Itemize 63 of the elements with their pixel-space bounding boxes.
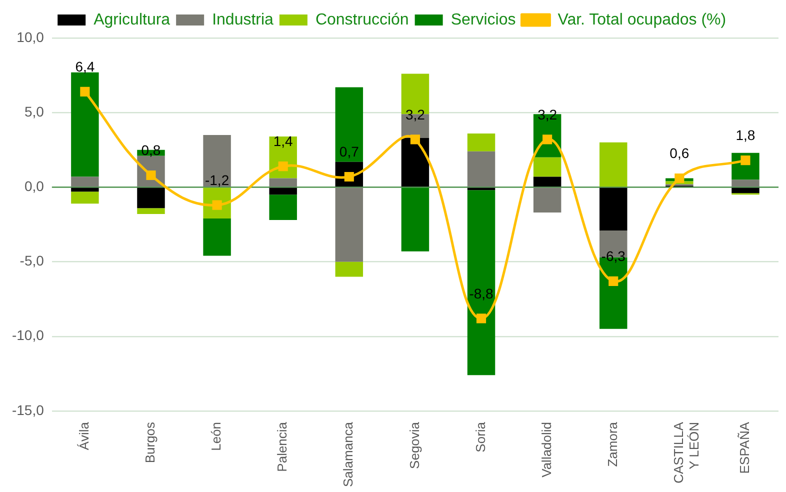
y-tick-label: -15,0 (12, 402, 44, 418)
data-label: 6,4 (75, 58, 95, 75)
data-label: 0,6 (670, 145, 690, 162)
point (278, 162, 288, 172)
bar (533, 188, 562, 213)
x-tick-label: Ávila (76, 421, 92, 450)
bar (269, 188, 297, 195)
data-label: 0,7 (339, 144, 360, 160)
data-label: -1,2 (204, 172, 230, 188)
bar (203, 134, 231, 187)
bar (71, 176, 99, 187)
bar (71, 192, 99, 204)
bar (71, 72, 99, 177)
legend-label: Construcción (315, 11, 409, 28)
bar (732, 188, 760, 194)
x-tick-label: Palencia (274, 421, 290, 472)
y-tick-label: -10,0 (12, 327, 44, 344)
bar (335, 87, 364, 162)
legend-label: Var. Total ocupados (%) (558, 11, 726, 28)
data-label: 1,4 (273, 133, 294, 150)
legend-label: Industria (212, 11, 274, 28)
x-tick-label: Soria (472, 421, 488, 452)
bar (467, 190, 496, 376)
bar (599, 142, 628, 187)
point (80, 86, 90, 96)
x-tick-label: Burgos (142, 421, 158, 464)
bar (467, 151, 496, 187)
x-tick-label: Segovia (406, 421, 422, 469)
y-tick-label: 0,0 (24, 178, 44, 194)
x-tick-label: Valladolid (538, 422, 554, 478)
bar (599, 188, 628, 230)
bar (467, 133, 496, 152)
x-tick-label: Salamanca (340, 421, 356, 488)
point (740, 156, 750, 166)
y-tick-label: 5,0 (24, 103, 44, 120)
point (476, 314, 486, 324)
x-tick-label: León (208, 422, 224, 451)
bar (401, 138, 430, 187)
bar (401, 188, 430, 252)
x-tick-label: CASTILLA Y LEÓN (671, 422, 702, 484)
x-tick-label: ESPAÑA (737, 422, 752, 474)
bar (203, 218, 231, 256)
legend-label: Agricultura (94, 11, 170, 28)
point (542, 134, 552, 144)
bar (137, 208, 165, 214)
data-label: -8,8 (469, 285, 494, 302)
bar (335, 262, 364, 277)
bar (533, 176, 562, 187)
bar (533, 157, 562, 177)
bar (269, 194, 297, 220)
y-tick-label: 10,0 (16, 28, 44, 45)
bar (732, 180, 760, 187)
bar (137, 188, 165, 208)
legend-label: Servicios (450, 11, 516, 28)
point (410, 134, 420, 144)
bar (335, 188, 364, 262)
bar (269, 178, 297, 187)
point (674, 173, 684, 184)
point (608, 276, 618, 286)
x-tick-label: Zamora (604, 421, 620, 467)
y-tick-label: -5,0 (20, 252, 44, 269)
bar (71, 188, 99, 192)
data-label: 1,8 (736, 127, 756, 144)
